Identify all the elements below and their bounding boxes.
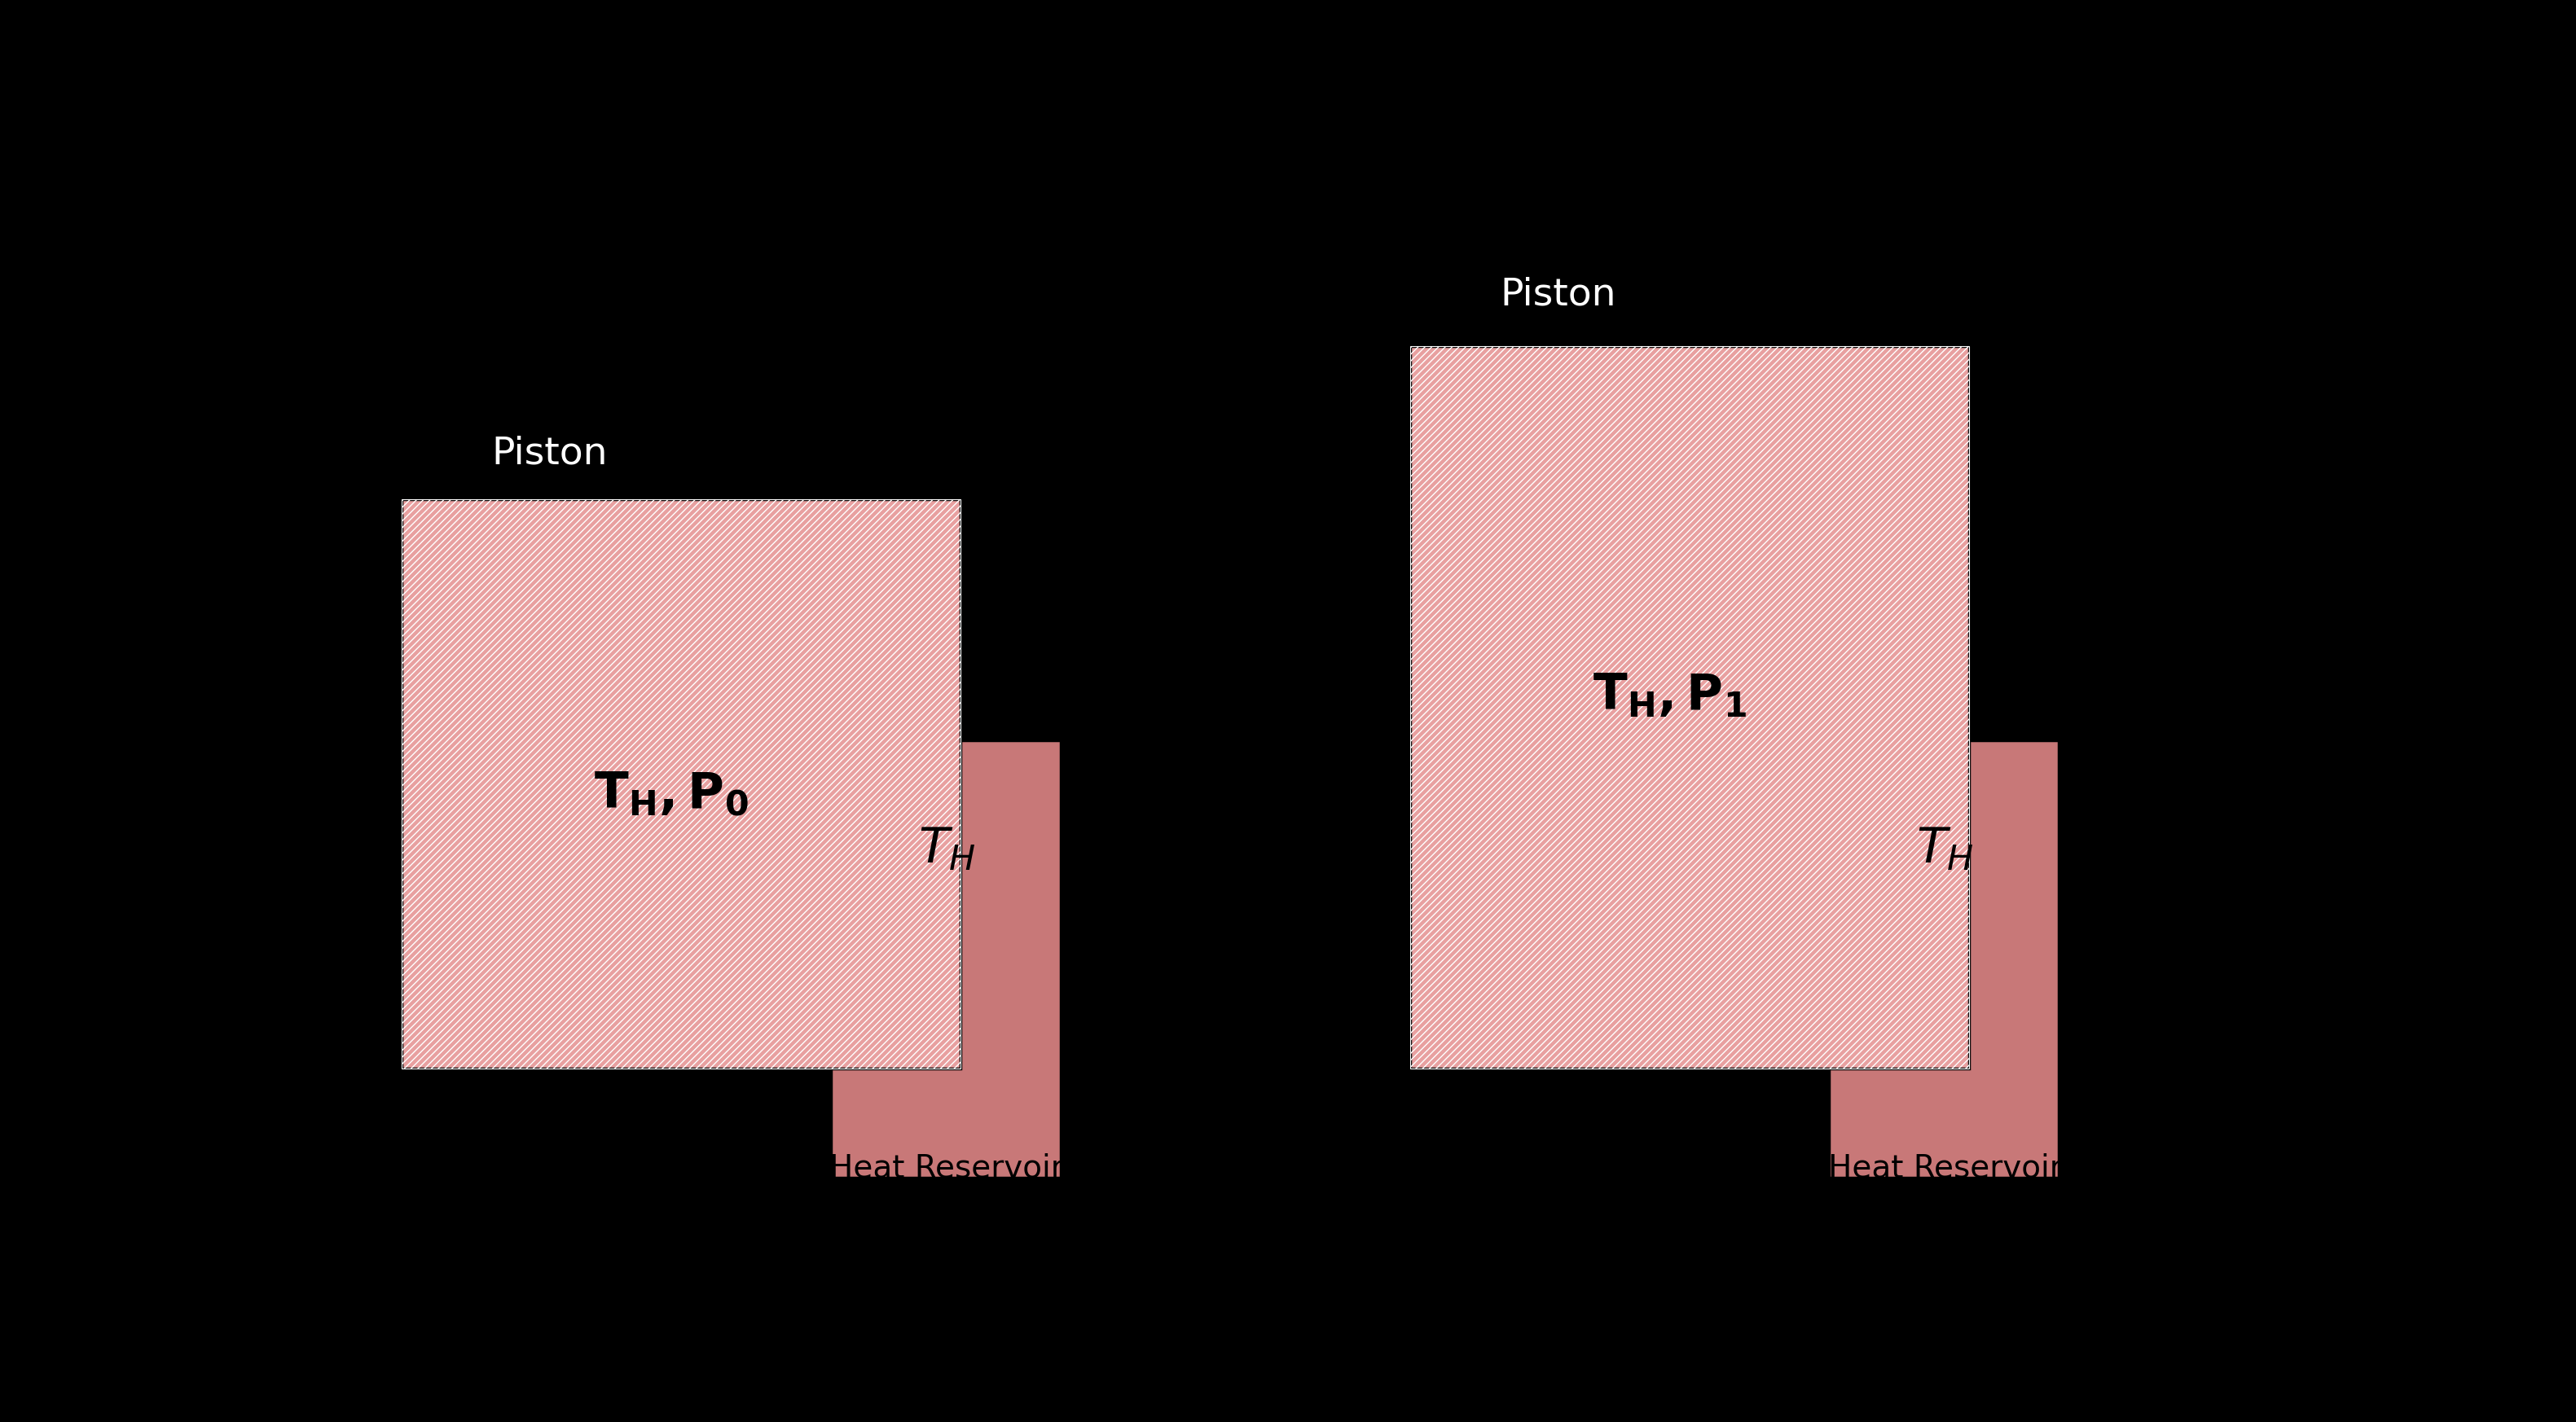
Bar: [1409, 346, 1968, 1068]
Text: Heat Reservoir: Heat Reservoir: [829, 1152, 1064, 1183]
Bar: [1829, 739, 2058, 1177]
Text: $T_H$: $T_H$: [917, 826, 976, 873]
Text: $\mathbf{T_H, P_0}$: $\mathbf{T_H, P_0}$: [595, 771, 750, 819]
Text: $T_H$: $T_H$: [1917, 826, 1973, 873]
Bar: [832, 739, 1061, 1177]
Text: Heat Reservoir: Heat Reservoir: [1829, 1152, 2063, 1183]
Text: $\mathbf{T_H, P_1}$: $\mathbf{T_H, P_1}$: [1592, 673, 1747, 720]
Text: Piston: Piston: [1499, 276, 1615, 313]
Bar: [1409, 346, 1968, 1068]
Text: Piston: Piston: [492, 435, 608, 472]
Bar: [402, 499, 961, 1068]
Bar: [402, 499, 961, 1068]
